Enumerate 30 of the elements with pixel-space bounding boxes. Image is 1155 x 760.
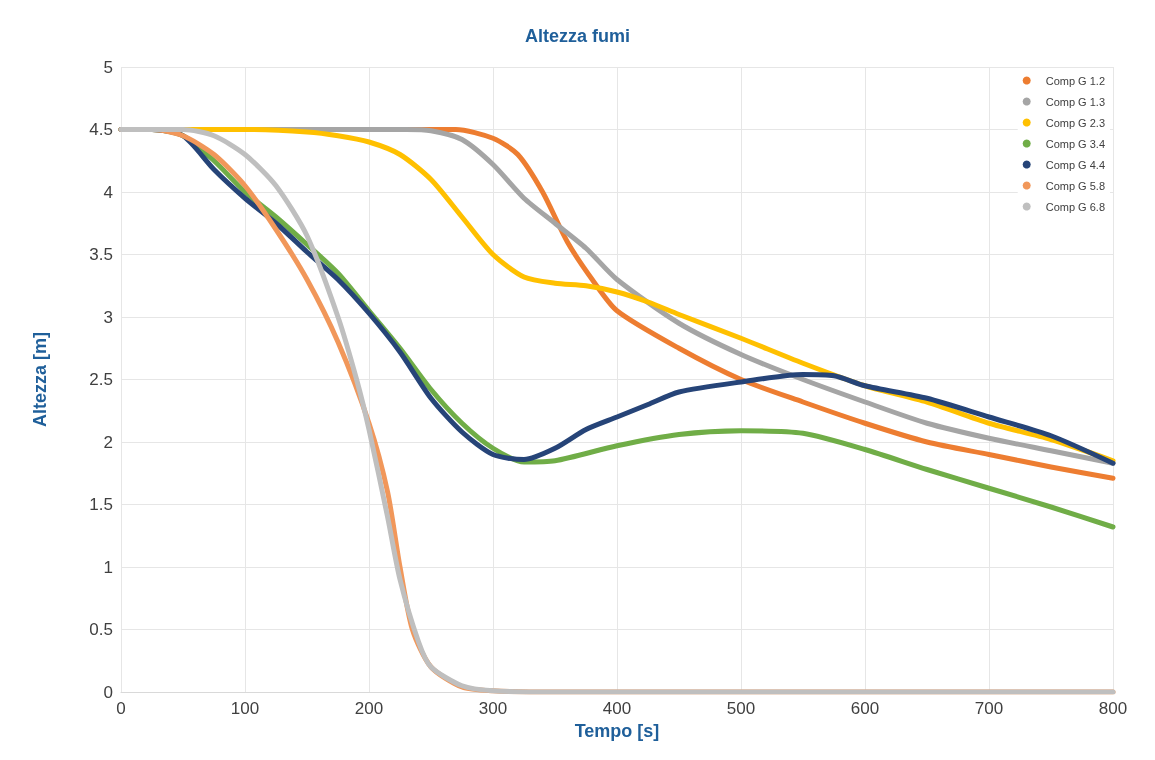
x-tick-label: 300 — [478, 699, 508, 718]
legend-label: Comp G 5.8 — [1045, 179, 1106, 192]
x-axis-title: Tempo [s] — [574, 720, 660, 741]
y-tick-label: 3 — [103, 307, 113, 327]
x-tick-label: 0 — [116, 699, 126, 718]
legend-label: Comp G 4.4 — [1045, 158, 1106, 171]
y-tick-label: 2.5 — [89, 370, 113, 389]
y-tick-label: 5 — [103, 57, 113, 77]
y-tick-label: 0.5 — [89, 620, 113, 639]
legend-label: Comp G 3.4 — [1045, 137, 1106, 150]
x-tick-label: 400 — [602, 699, 632, 718]
legend-label: Comp G 2.3 — [1045, 116, 1106, 129]
y-tick-label: 4.5 — [89, 120, 113, 139]
y-tick-label: 4 — [103, 182, 113, 202]
y-tick-label: 2 — [103, 432, 113, 452]
y-tick-label: 3.5 — [89, 245, 113, 264]
x-tick-label: 500 — [726, 699, 756, 718]
legend-label: Comp G 1.3 — [1045, 95, 1106, 108]
y-tick-label: 1 — [103, 557, 113, 577]
x-tick-label: 700 — [974, 699, 1004, 718]
chart-title: Altezza fumi — [524, 26, 631, 46]
legend-label: Comp G 1.2 — [1045, 74, 1106, 87]
x-tick-label: 100 — [230, 699, 260, 718]
x-tick-label: 800 — [1098, 699, 1128, 718]
legend-label: Comp G 6.8 — [1045, 200, 1106, 213]
x-tick-label: 600 — [850, 699, 880, 718]
x-tick-label: 200 — [354, 699, 384, 718]
y-tick-label: 1.5 — [89, 495, 113, 514]
y-tick-label: 0 — [103, 682, 113, 702]
y-axis-title: Altezza [m] — [30, 331, 50, 428]
